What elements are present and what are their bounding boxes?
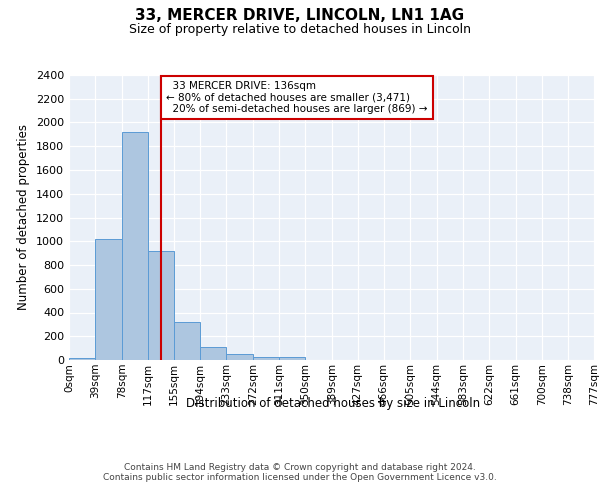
Text: Distribution of detached houses by size in Lincoln: Distribution of detached houses by size …: [186, 398, 480, 410]
Y-axis label: Number of detached properties: Number of detached properties: [17, 124, 31, 310]
Bar: [69, 358, 95, 360]
Bar: [148, 251, 174, 360]
Bar: [279, 357, 305, 360]
Text: 33 MERCER DRIVE: 136sqm
← 80% of detached houses are smaller (3,471)
  20% of se: 33 MERCER DRIVE: 136sqm ← 80% of detache…: [166, 81, 428, 114]
Bar: [174, 322, 200, 360]
Bar: [253, 357, 279, 360]
Bar: [95, 239, 122, 360]
Bar: [122, 132, 148, 360]
Text: Size of property relative to detached houses in Lincoln: Size of property relative to detached ho…: [129, 22, 471, 36]
Bar: [200, 347, 226, 360]
Text: 33, MERCER DRIVE, LINCOLN, LN1 1AG: 33, MERCER DRIVE, LINCOLN, LN1 1AG: [136, 8, 464, 22]
Text: Contains HM Land Registry data © Crown copyright and database right 2024.
Contai: Contains HM Land Registry data © Crown c…: [103, 462, 497, 482]
Bar: [226, 354, 253, 360]
